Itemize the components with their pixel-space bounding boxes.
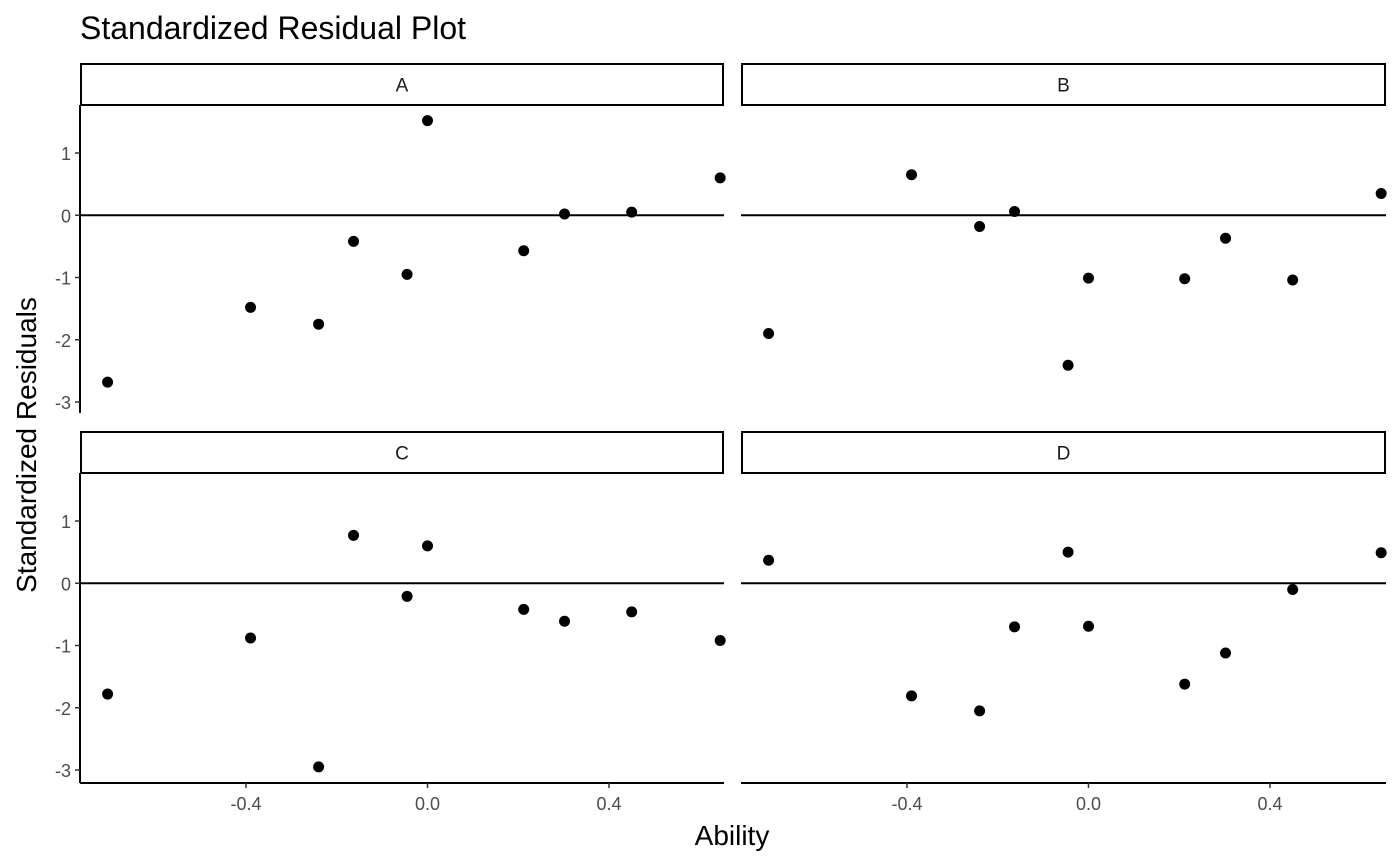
facet-strip xyxy=(741,431,1386,474)
data-point xyxy=(559,615,571,627)
data-point xyxy=(714,635,726,647)
y-tick-label: -3 xyxy=(55,393,71,413)
data-point xyxy=(714,172,726,184)
data-point xyxy=(102,376,114,388)
y-tick-label: -2 xyxy=(55,331,71,351)
x-tick-label: -0.4 xyxy=(230,794,261,814)
data-point xyxy=(1287,583,1299,595)
data-point xyxy=(1179,273,1191,285)
y-tick-label: -1 xyxy=(55,637,71,657)
x-tick-label: -0.4 xyxy=(891,794,922,814)
data-point xyxy=(1220,647,1232,659)
data-point xyxy=(245,301,257,313)
data-point xyxy=(1062,359,1074,371)
data-point xyxy=(626,606,638,618)
data-point xyxy=(1009,206,1021,218)
x-tick-label: 0.4 xyxy=(1257,794,1282,814)
facet-panel-c: C -3 -2 -1 0 1 -0.4 0.0 0.4 xyxy=(55,431,726,814)
data-point xyxy=(906,169,918,181)
data-point xyxy=(763,554,775,566)
data-point xyxy=(401,590,413,602)
data-point xyxy=(348,529,360,541)
data-point xyxy=(974,220,986,232)
data-point xyxy=(559,208,571,220)
y-tick-label: -2 xyxy=(55,699,71,719)
x-tick-label: 0.0 xyxy=(415,794,440,814)
facet-strip xyxy=(80,431,724,474)
y-axis-title: Standardized Residuals xyxy=(11,297,42,593)
facet-strip-label: A xyxy=(396,76,409,97)
data-point xyxy=(313,318,325,330)
data-point xyxy=(245,632,257,644)
facet-panel-b: B xyxy=(741,63,1387,371)
data-point xyxy=(1062,546,1074,558)
data-point xyxy=(348,235,360,247)
data-point xyxy=(422,115,433,127)
data-point xyxy=(1287,274,1299,286)
data-point xyxy=(1375,547,1387,559)
y-tick-label: 0 xyxy=(61,574,71,594)
data-point xyxy=(1375,187,1387,199)
y-tick-label: 1 xyxy=(61,144,71,164)
facet-strip-label: C xyxy=(395,444,409,465)
data-point xyxy=(1220,232,1232,244)
facet-panel-a: A -3 -2 -1 0 1 xyxy=(55,63,726,413)
facet-panel-d: D -0.4 0.0 0.4 xyxy=(741,431,1387,814)
x-axis-title: Ability xyxy=(695,820,770,851)
data-point xyxy=(422,540,433,552)
facet-strip xyxy=(741,63,1386,106)
facet-strip-label: D xyxy=(1057,444,1071,465)
y-tick-label: 0 xyxy=(61,206,71,226)
data-point xyxy=(1083,620,1094,632)
y-tick-label: -3 xyxy=(55,761,71,781)
facet-strip-label: B xyxy=(1057,76,1070,97)
data-point xyxy=(763,328,775,340)
data-point xyxy=(518,603,530,615)
data-point xyxy=(102,688,114,700)
y-tick-label: 1 xyxy=(61,512,71,532)
data-point xyxy=(974,705,986,717)
x-tick-label: 0.4 xyxy=(596,794,621,814)
data-point xyxy=(518,245,530,257)
data-point xyxy=(401,268,413,280)
data-point xyxy=(626,206,638,218)
data-point xyxy=(1009,621,1021,633)
data-point xyxy=(1083,272,1094,284)
facet-strip xyxy=(80,63,724,106)
y-tick-label: -1 xyxy=(55,269,71,289)
data-point xyxy=(906,690,918,702)
chart-title: Standardized Residual Plot xyxy=(80,10,466,46)
x-tick-label: 0.0 xyxy=(1076,794,1101,814)
data-point xyxy=(313,761,325,773)
data-point xyxy=(1179,678,1191,690)
facet-panels: A -3 -2 -1 0 1 B C -3 -2 -1 0 1 -0.4 0.0 0.4 D -0.4 0.0 0.4 xyxy=(55,63,1387,814)
